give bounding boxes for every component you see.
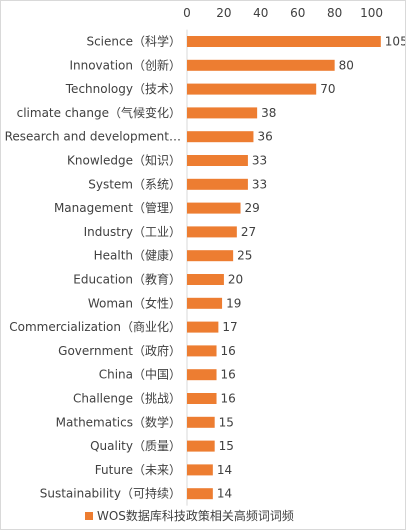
category-label: Education（教育）	[73, 272, 181, 287]
x-axis-ticks: 0 20 40 60 80 100	[183, 6, 383, 20]
bar	[187, 250, 234, 262]
legend: WOS数据库科技政策相关高频词词频	[85, 508, 294, 523]
category-label: climate change（气候变化）	[17, 105, 181, 120]
bar	[187, 297, 223, 309]
bar	[187, 107, 258, 119]
bar	[187, 131, 254, 143]
data-label: 25	[237, 249, 252, 263]
data-label: 80	[339, 58, 354, 72]
legend-swatch	[85, 512, 93, 520]
bar	[187, 488, 213, 500]
category-label: Government（政府）	[58, 343, 181, 358]
category-label: Research and development…	[5, 130, 181, 144]
bar	[187, 36, 381, 47]
data-label: 27	[241, 225, 256, 239]
data-label: 15	[219, 439, 234, 453]
bar	[187, 464, 213, 476]
bars	[187, 36, 381, 500]
category-label: Management（管理）	[54, 200, 181, 215]
category-label: Health（健康）	[94, 248, 181, 263]
data-label: 16	[221, 368, 236, 382]
category-label: Knowledge（知识）	[67, 154, 181, 168]
data-label: 29	[245, 201, 260, 215]
data-label: 17	[222, 320, 237, 334]
bar	[187, 416, 215, 428]
data-label: 105	[385, 35, 405, 49]
data-label: 38	[261, 106, 276, 120]
data-label: 16	[221, 344, 236, 358]
data-label: 14	[217, 487, 232, 501]
category-label: Science（科学）	[86, 34, 181, 49]
x-tick-label: 80	[327, 6, 342, 20]
data-label: 36	[257, 130, 272, 144]
legend-label: WOS数据库科技政策相关高频词词频	[97, 508, 294, 523]
category-label: Sustainability（可持续）	[40, 486, 181, 501]
data-label: 15	[219, 415, 234, 429]
data-label: 33	[252, 177, 267, 191]
x-tick-label: 40	[253, 6, 268, 20]
category-label: Innovation（创新）	[69, 57, 181, 72]
category-label: Commercialization（商业化）	[9, 319, 181, 334]
bar	[187, 202, 241, 214]
bar	[187, 369, 217, 381]
category-label: Woman（女性）	[88, 295, 181, 310]
bar	[187, 178, 248, 190]
bar	[187, 393, 217, 404]
data-label: 70	[320, 82, 335, 96]
x-tick-label: 60	[290, 6, 305, 20]
category-label: Industry（工业）	[84, 225, 181, 239]
category-labels: Science（科学） Innovation（创新） Technology（技术） c…	[5, 34, 181, 501]
bar	[187, 345, 217, 357]
data-label: 19	[226, 296, 241, 310]
value-labels: 105 80 70 38 36 33 33 29 27 25 20 19 17 16 16 16 15 15 14 1…	[217, 35, 405, 501]
category-label: System（系统）	[88, 177, 181, 191]
category-label: Technology（技术）	[65, 82, 181, 96]
bar	[187, 155, 248, 166]
category-label: China（中国）	[99, 367, 181, 382]
category-label: Challenge（挑战）	[73, 392, 181, 406]
category-label: Future（未来）	[95, 463, 181, 477]
data-label: 16	[221, 392, 236, 406]
bar	[187, 59, 335, 71]
data-label: 20	[228, 273, 243, 287]
bar	[187, 226, 237, 238]
bar	[187, 83, 317, 95]
data-label: 33	[252, 154, 267, 168]
data-label: 14	[217, 463, 232, 477]
category-label: Quality（质量）	[90, 439, 181, 453]
x-tick-label: 0	[183, 6, 191, 20]
bar	[187, 321, 219, 333]
x-tick-label: 100	[360, 6, 383, 20]
category-label: Mathematics（数学）	[56, 414, 181, 429]
bar	[187, 440, 215, 452]
x-tick-label: 20	[216, 6, 231, 20]
bar	[187, 274, 224, 285]
